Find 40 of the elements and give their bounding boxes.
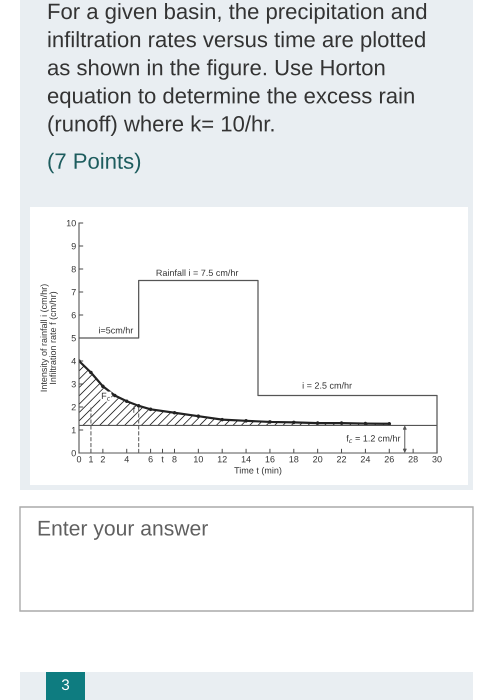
x-tick-label: 28: [408, 456, 418, 462]
x-tick-label: 18: [289, 456, 298, 462]
y-tick-label: 8: [72, 266, 76, 272]
legend-label: f$_{c}$ = 1.2 cm/hr: [346, 434, 400, 444]
x-axis-title: Time t (min): [234, 466, 282, 476]
x-tick-label: 6: [148, 456, 153, 462]
x-tick-label: t: [161, 456, 164, 462]
x-tick-label: 10: [194, 456, 203, 462]
x-tick-label: 4: [124, 456, 129, 462]
y-axis-title: Intensity of rainfall i (cm/hr) Infiltration rate f (cm/hr): [40, 284, 58, 392]
x-tick-label: 22: [336, 456, 346, 462]
y-tick-label: 5: [72, 335, 76, 342]
annotation: i = 2.5 cm/hr: [302, 382, 352, 389]
x-tick-label: 24: [360, 456, 370, 462]
text: Enter your answer: [38, 520, 208, 540]
x-tick-label: 12: [218, 456, 227, 462]
x-tick-label: 14: [242, 456, 251, 462]
y-tick-label: 3: [72, 380, 76, 388]
x-tick-label: 26: [384, 456, 394, 462]
y-tick-label: 10: [66, 220, 76, 226]
chart-subtitle: (7 Points): [48, 152, 140, 174]
x-tick-label: 8: [172, 456, 177, 462]
x-tick-label: 20: [313, 456, 322, 462]
x-tick-label: 1: [89, 456, 94, 462]
annotation: F$_{c}$: [102, 392, 110, 401]
x-tick-label: 0: [76, 456, 82, 462]
y-tick-label: 0: [72, 450, 76, 456]
x-tick-label: 2: [100, 456, 105, 462]
y-tick-label: 2: [72, 404, 76, 410]
y-tick-label: 7: [72, 289, 76, 296]
annotation: i=5cm/hr: [99, 326, 134, 334]
annotation: f: [132, 406, 136, 413]
chart-title: For a given basin, the precipitation and infiltration rates versus time are plotted as shown in the figure. Use Horton equation to determine the excess rain (runoff) where k= 10/hr.: [48, 3, 426, 136]
y-tick-label: 1: [72, 427, 76, 434]
y-tick-label: 9: [72, 242, 76, 250]
y-tick-label: 4: [71, 358, 76, 364]
annotation: Rainfall i = 7.5 cm/hr: [156, 269, 238, 276]
x-tick-label: 16: [266, 456, 275, 462]
y-tick-label: 6: [72, 312, 76, 318]
x-tick-label: 30: [432, 456, 442, 462]
